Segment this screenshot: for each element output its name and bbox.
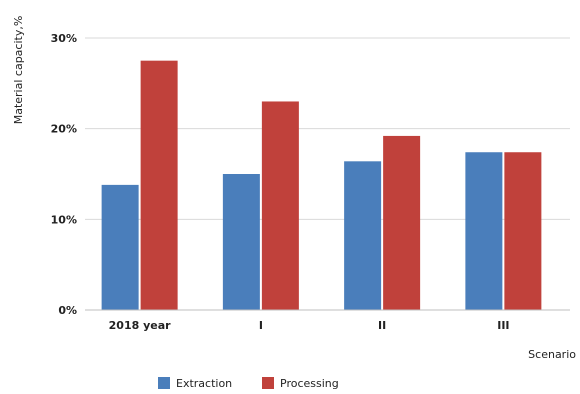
bar-processing-3	[383, 136, 420, 310]
legend-swatch-extraction	[158, 377, 170, 389]
bar-extraction-3	[344, 161, 381, 310]
x-tick-label: II	[378, 319, 386, 332]
bar-extraction-2	[223, 174, 260, 310]
y-tick-label: 0%	[58, 304, 77, 317]
bar-processing-2	[262, 101, 299, 310]
bar-processing-1	[141, 61, 178, 310]
x-axis-title: Scenario	[528, 348, 576, 361]
x-tick-labels: 2018 year I II III	[109, 319, 510, 332]
legend-label-processing: Processing	[280, 377, 339, 390]
y-tick-label: 20%	[51, 123, 77, 136]
legend-label-extraction: Extraction	[176, 377, 232, 390]
y-tick-labels: 0% 10% 20% 30%	[51, 32, 77, 317]
x-tick-label: III	[497, 319, 509, 332]
y-tick-label: 10%	[51, 213, 77, 226]
y-tick-label: 30%	[51, 32, 77, 45]
legend-swatch-processing	[262, 377, 274, 389]
bar-processing-4	[504, 152, 541, 310]
legend: Extraction Processing	[158, 377, 339, 390]
bar-extraction-4	[465, 152, 502, 310]
y-axis-title: Material capacity,%	[12, 16, 25, 125]
x-tick-label: 2018 year	[109, 319, 171, 332]
x-tick-label: I	[259, 319, 263, 332]
bars	[102, 61, 542, 310]
bar-extraction-1	[102, 185, 139, 310]
